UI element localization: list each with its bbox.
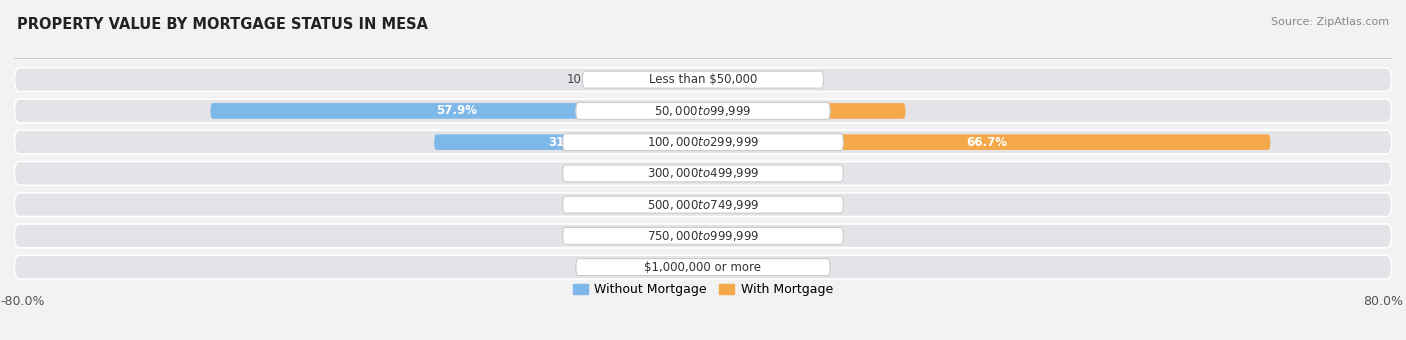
FancyBboxPatch shape [14, 99, 1392, 123]
Text: 0.0%: 0.0% [620, 230, 650, 242]
Text: $1,000,000 or more: $1,000,000 or more [644, 261, 762, 274]
Text: 0.0%: 0.0% [620, 167, 650, 180]
Text: $100,000 to $299,999: $100,000 to $299,999 [647, 135, 759, 149]
FancyBboxPatch shape [14, 193, 1392, 217]
Text: 0.0%: 0.0% [756, 261, 786, 274]
FancyBboxPatch shape [703, 197, 745, 212]
FancyBboxPatch shape [562, 227, 844, 244]
FancyBboxPatch shape [14, 255, 1392, 279]
FancyBboxPatch shape [14, 68, 1392, 91]
Text: $300,000 to $499,999: $300,000 to $499,999 [647, 166, 759, 181]
FancyBboxPatch shape [14, 224, 1392, 248]
FancyBboxPatch shape [703, 134, 1270, 150]
FancyBboxPatch shape [562, 134, 844, 151]
Text: $500,000 to $749,999: $500,000 to $749,999 [647, 198, 759, 211]
FancyBboxPatch shape [576, 102, 830, 119]
FancyBboxPatch shape [703, 259, 745, 275]
FancyBboxPatch shape [562, 165, 844, 182]
FancyBboxPatch shape [582, 71, 824, 88]
Text: 57.9%: 57.9% [436, 104, 477, 117]
FancyBboxPatch shape [14, 130, 1392, 154]
Legend: Without Mortgage, With Mortgage: Without Mortgage, With Mortgage [568, 278, 838, 301]
Text: Less than $50,000: Less than $50,000 [648, 73, 758, 86]
FancyBboxPatch shape [703, 166, 745, 181]
Text: 0.0%: 0.0% [756, 230, 786, 242]
FancyBboxPatch shape [703, 103, 905, 119]
Text: 10.5%: 10.5% [567, 73, 603, 86]
FancyBboxPatch shape [576, 259, 830, 275]
Text: 0.0%: 0.0% [620, 198, 650, 211]
Text: 31.6%: 31.6% [548, 136, 589, 149]
FancyBboxPatch shape [211, 103, 703, 119]
Text: $750,000 to $999,999: $750,000 to $999,999 [647, 229, 759, 243]
FancyBboxPatch shape [613, 72, 703, 87]
FancyBboxPatch shape [661, 166, 703, 181]
FancyBboxPatch shape [703, 72, 783, 87]
FancyBboxPatch shape [434, 134, 703, 150]
FancyBboxPatch shape [661, 228, 703, 244]
Text: 66.7%: 66.7% [966, 136, 1007, 149]
Text: $50,000 to $99,999: $50,000 to $99,999 [654, 104, 752, 118]
FancyBboxPatch shape [661, 197, 703, 212]
Text: 0.0%: 0.0% [756, 198, 786, 211]
Text: 9.5%: 9.5% [794, 73, 824, 86]
FancyBboxPatch shape [562, 196, 844, 213]
FancyBboxPatch shape [661, 259, 703, 275]
Text: PROPERTY VALUE BY MORTGAGE STATUS IN MESA: PROPERTY VALUE BY MORTGAGE STATUS IN MES… [17, 17, 427, 32]
Text: 23.8%: 23.8% [783, 104, 825, 117]
FancyBboxPatch shape [703, 228, 745, 244]
Text: 0.0%: 0.0% [620, 261, 650, 274]
FancyBboxPatch shape [14, 162, 1392, 185]
Text: Source: ZipAtlas.com: Source: ZipAtlas.com [1271, 17, 1389, 27]
Text: 0.0%: 0.0% [756, 167, 786, 180]
